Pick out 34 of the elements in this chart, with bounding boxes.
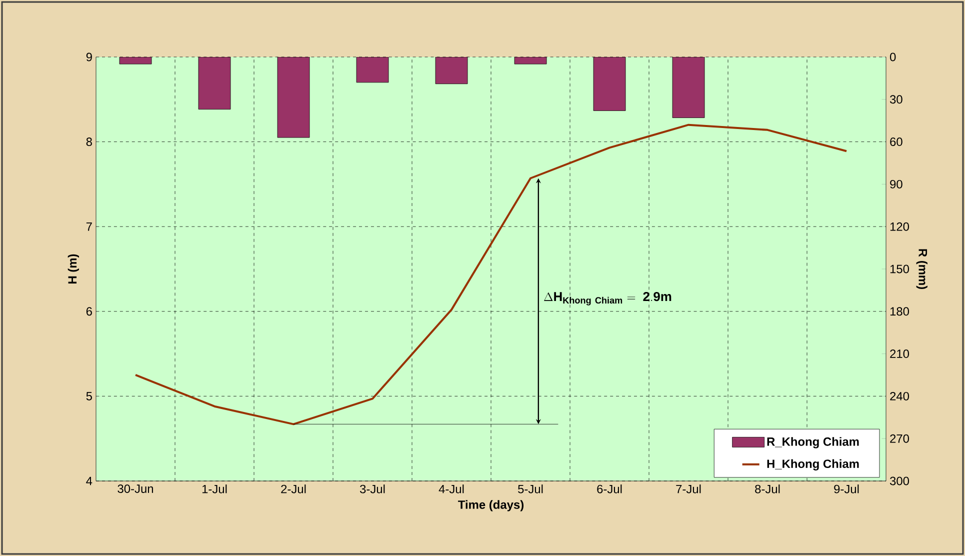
- annotation: $\Delta\mathbf{H}_{\mathbf{Khong\ Chiam}}\mathbf{\ =\ 2.9m}$: [544, 292, 672, 306]
- y2-tick-label: 120: [890, 222, 910, 231]
- x-tick-label: 30-Jun: [118, 484, 154, 493]
- y2-tick-label: 150: [890, 264, 910, 274]
- x-tick-label: 1-Jul: [202, 484, 227, 494]
- y-tick-label: 5: [86, 392, 92, 400]
- x-axis-title: Time (days): [458, 500, 524, 512]
- legend-label: H_Khong Chiam: [767, 459, 859, 470]
- y2-tick-label: 90: [890, 180, 902, 188]
- x-tick-label: 7-Jul: [676, 484, 701, 494]
- y2-tick-label: 210: [890, 350, 910, 358]
- y2-tick-label: 60: [890, 138, 902, 146]
- y-tick-label: 7: [86, 222, 92, 231]
- y2-axis-title: R (mm): [916, 249, 928, 289]
- line-series: [134, 124, 848, 426]
- y2-tick-label: 30: [890, 95, 902, 104]
- x-tick-label: 6-Jul: [597, 484, 622, 494]
- y2-tick-label: 240: [890, 392, 910, 400]
- x-tick-label: 9-Jul: [834, 484, 859, 494]
- x-tick-label: 5-Jul: [518, 484, 543, 494]
- y-tick-label: 6: [86, 307, 92, 316]
- y-tick-label: 9: [86, 52, 92, 62]
- x-tick-label: 4-Jul: [438, 484, 464, 494]
- y2-tick-label: 180: [890, 307, 910, 316]
- x-tick-label: 3-Jul: [360, 484, 385, 494]
- y2-tick-label: 270: [890, 434, 910, 443]
- y2-tick-label: 300: [890, 476, 910, 486]
- y-axis-title: H (m): [68, 254, 80, 284]
- y-tick-label: 4: [86, 476, 92, 486]
- x-tick-label: 8-Jul: [755, 484, 780, 494]
- x-tick-label: 2-Jul: [281, 484, 306, 494]
- y-tick-label: 8: [86, 138, 92, 146]
- y2-tick-label: 0: [890, 52, 896, 62]
- legend-label: R_Khong Chiam: [767, 437, 859, 448]
